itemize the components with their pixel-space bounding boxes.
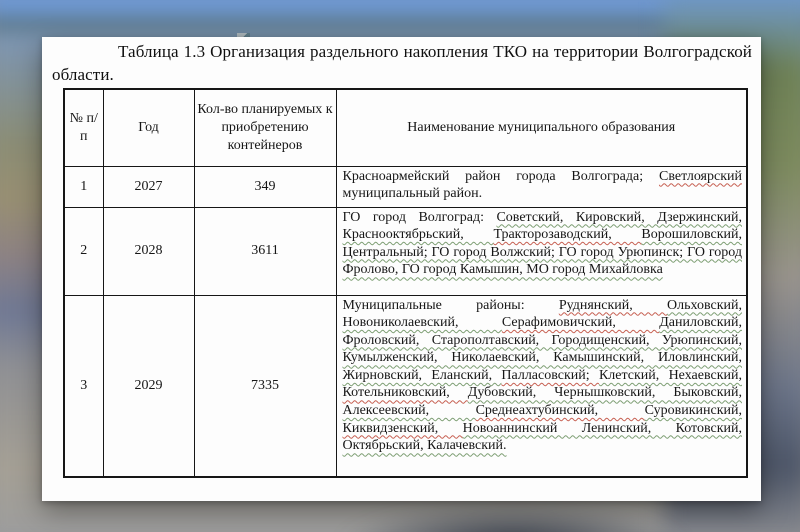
- table-row: 3 2029 7335 Муниципальные районы: Руднян…: [63, 294, 748, 478]
- row-num: 1: [63, 165, 104, 208]
- row-municipality: ГО город Волгоград: Советский, Кировский…: [335, 206, 748, 296]
- row-year: 2028: [102, 206, 195, 296]
- spellcheck-green-underline: Ольховский, Новониколаевский,: [342, 297, 743, 331]
- spellcheck-green-underline: Клетский, Нехаевский,: [598, 367, 742, 383]
- spellcheck-red-underline: Тракторозаводский,: [493, 227, 642, 243]
- header-cell-year: Год: [102, 88, 195, 167]
- row-containers: 7335: [193, 294, 337, 478]
- row-municipality: Муниципальные районы: Руднянский, Ольхов…: [335, 294, 748, 478]
- row-containers: 3611: [193, 206, 337, 296]
- spellcheck-red-underline: Серафимовичский,: [501, 315, 660, 331]
- spellcheck-green-underline: Советский, Кировский, Дзержинский, Красн…: [342, 209, 743, 243]
- table-header-row: № п/п Год Кол-во планируемых к приобрете…: [63, 88, 748, 167]
- spellcheck-green-underline: Новоаннинский Ленинский, Котовский, Октя…: [342, 420, 743, 454]
- header-cell-municipality: Наименование муниципального образования: [335, 88, 748, 167]
- spellcheck-red-underline: Палласовский;: [501, 367, 599, 383]
- row-year: 2027: [102, 165, 195, 208]
- spellcheck-red-underline: Среднеахтубинский,: [475, 403, 645, 419]
- row-containers: 349: [193, 165, 337, 208]
- table-row: 2 2028 3611 ГО город Волгоград: Советски…: [63, 206, 748, 296]
- spellcheck-red-underline: Котельниковский,: [342, 385, 468, 401]
- spellcheck-green-underline: Даниловский, Фроловский, Старополтавский…: [342, 315, 743, 383]
- spellcheck-green-underline: Дубовский, Чернышковский, Быковский, Але…: [342, 385, 743, 419]
- spellcheck-red-underline: Киквидзенский,: [342, 420, 463, 436]
- row-municipality: Красноармейский район города Волгограда;…: [335, 165, 748, 208]
- header-cell-num: № п/п: [63, 88, 104, 167]
- row-num: 3: [63, 294, 104, 478]
- spellcheck-green-underline: Суровикинский,: [644, 403, 742, 419]
- document-page: Таблица 1.3 Организация раздельного нако…: [42, 37, 761, 501]
- spellcheck-green-underline: Ворошиловский, Центральный; ГО город Вол…: [342, 227, 743, 278]
- spellcheck-red-underline: Светлоярский: [658, 168, 742, 184]
- table-caption: Таблица 1.3 Организация раздельного нако…: [52, 42, 752, 84]
- header-cell-containers: Кол-во планируемых к приобретению контей…: [193, 88, 337, 167]
- tko-table: № п/п Год Кол-во планируемых к приобрете…: [63, 88, 748, 478]
- row-year: 2029: [102, 294, 195, 478]
- table-row: 1 2027 349 Красноармейский район города …: [63, 165, 748, 208]
- row-num: 2: [63, 206, 104, 296]
- spellcheck-red-underline: Руднянский,: [558, 297, 668, 313]
